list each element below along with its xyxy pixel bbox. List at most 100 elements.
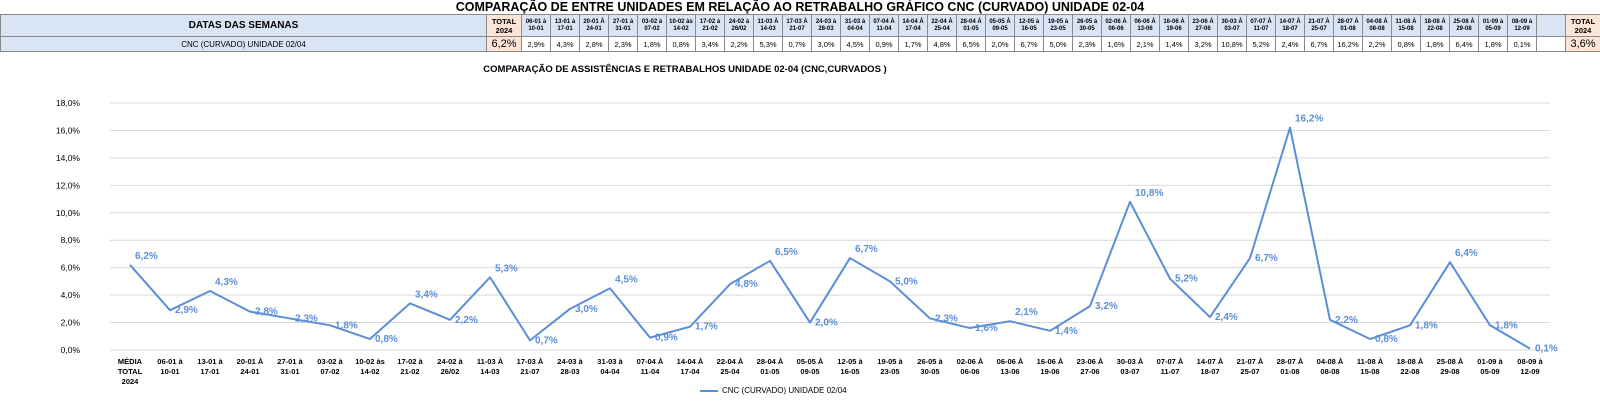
x-tick-label-line: 08-08 (1320, 367, 1339, 376)
x-tick-label: 14-07 À 18-07 (1197, 357, 1224, 376)
x-tick-label: 30-03 À 03-07 (1117, 357, 1144, 376)
week-header-2-line-2: 17-01 (557, 25, 573, 32)
total-left-value: 6,2% (486, 36, 522, 52)
data-label: 2,9% (175, 305, 198, 316)
week-header-19-line-1: 19-05 à (1047, 18, 1069, 25)
data-label: 2,3% (295, 313, 318, 324)
x-tick-label: 08-09 à 12-09 (1517, 357, 1543, 376)
week-value-22: 2,1% (1130, 36, 1160, 52)
data-label: 5,3% (495, 263, 518, 274)
x-tick-label-line: 31-03 à (597, 357, 623, 366)
data-label: 2,0% (815, 318, 838, 329)
data-label: 1,6% (975, 323, 998, 334)
week-header-21: 02-06 À 06-06 (1101, 14, 1131, 37)
week-header-16: 28-04 À 01-05 (956, 14, 986, 37)
week-value-4: 2,3% (608, 36, 638, 52)
data-label: 1,7% (695, 322, 718, 333)
x-tick-label-line: 17-02 à (397, 357, 423, 366)
week-header-19: 19-05 à 23-05 (1043, 14, 1073, 37)
week-header-1: 06-01 à 10-01 (521, 14, 551, 37)
data-label: 3,4% (415, 289, 438, 300)
week-header-26-line-2: 11-07 (1253, 25, 1269, 32)
week-header-3-line-1: 20-01 À (583, 18, 605, 25)
weekly-table: DATAS DAS SEMANAS TOTAL 2024 06-01 à 10-01 13… (0, 14, 1600, 52)
x-tick-label: 13-01 à 17-01 (197, 357, 223, 376)
page-title: COMPARAÇÃO DE ENTRE UNIDADES EM RELAÇÃO … (455, 0, 1145, 14)
week-header-32-line-2: 22-08 (1427, 25, 1443, 32)
week-header-2-line-1: 13-01 à (554, 18, 576, 25)
x-tick-label-line: 10-01 (160, 367, 179, 376)
week-header-17-line-1: 05-05 À (989, 18, 1011, 25)
week-value-8: 2,2% (724, 36, 754, 52)
week-header-9-line-1: 11-03 À (757, 18, 779, 25)
week-header-19-line-2: 23-05 (1050, 25, 1066, 32)
x-tick-label: 02-06 À 06-06 (957, 357, 984, 376)
x-tick-label-line: 06-06 (960, 367, 979, 376)
week-header-20-line-2: 30-05 (1079, 25, 1095, 32)
x-tick-label-line: 29-08 (1440, 367, 1459, 376)
x-tick-label: 17-02 à 21-02 (397, 357, 423, 376)
week-header-5-line-1: 03-02 à (641, 18, 663, 25)
x-tick-label-line: 01-05 (760, 367, 779, 376)
week-header-24-line-1: 23-06 À (1192, 18, 1214, 25)
data-label: 6,2% (135, 251, 158, 262)
y-tick-label: 0,0% (61, 345, 81, 355)
week-value-5: 1,8% (637, 36, 667, 52)
x-tick-label-line: 27-01 à (277, 357, 303, 366)
y-tick-label: 6,0% (61, 263, 81, 273)
x-tick-label: 17-03 À 21-07 (517, 357, 544, 376)
x-tick-label-line: 06-01 à (157, 357, 183, 366)
x-tick-label-line: 03-02 à (317, 357, 343, 366)
total-right-value: 3,6% (1565, 36, 1600, 52)
week-header-18: 12-05 à 16-05 (1014, 14, 1044, 37)
week-header-5: 03-02 à 07-02 (637, 14, 667, 37)
week-header-3: 20-01 À 24-01 (579, 14, 609, 37)
x-tick-label-line: 12-09 (1520, 367, 1539, 376)
x-tick-label-line: 24-01 (240, 367, 259, 376)
x-tick-label: 21-07 À 25-07 (1237, 357, 1264, 376)
week-header-23-line-1: 16-06 À (1163, 18, 1185, 25)
week-header-28-line-1: 21-07 À (1308, 18, 1330, 25)
total-right-header-line-1: TOTAL (1570, 16, 1596, 26)
week-value-24: 3,2% (1188, 36, 1218, 52)
x-tick-label-line: 14-07 À (1197, 357, 1224, 366)
data-label: 1,4% (1055, 326, 1078, 337)
x-tick-label-line: 25-07 (1240, 367, 1259, 376)
x-tick-label-line: 01-08 (1280, 367, 1299, 376)
data-label: 2,8% (255, 307, 278, 318)
data-label: 2,1% (1015, 307, 1038, 318)
x-tick-label: 19-05 à 23-05 (877, 357, 903, 376)
x-tick-label-line: 09-05 (800, 367, 819, 376)
x-tick-label-line: 21-07 À (1237, 357, 1264, 366)
data-label: 6,7% (855, 244, 878, 255)
data-label: 6,7% (1255, 253, 1278, 264)
week-header-33-line-2: 29-08 (1456, 25, 1472, 32)
week-header-22-line-1: 06-06 À (1134, 18, 1156, 25)
x-tick-label-line: 31-01 (280, 367, 299, 376)
x-tick-label-line: 18-08 À (1397, 357, 1424, 366)
week-header-10-line-2: 21-07 (789, 25, 805, 32)
x-tick-label-line: 20-01 À (237, 357, 264, 366)
week-header-14-line-1: 14-04 À (902, 18, 924, 25)
week-header-35-line-1: 08-09 à (1511, 18, 1533, 25)
week-header-24: 23-06 À 27-06 (1188, 14, 1218, 37)
week-header-8-line-2: 26/02 (731, 25, 747, 32)
data-label: 6,5% (775, 247, 798, 258)
x-tick-label-line: 04-08 À (1317, 357, 1344, 366)
row-label: CNC (CURVADO) UNIDADE 02/04 (0, 36, 487, 52)
week-header-21-line-2: 06-06 (1108, 25, 1124, 32)
week-header-11-line-2: 28-03 (818, 25, 834, 32)
x-tick-label-line: 06-06 À (997, 357, 1024, 366)
x-tick-label: 12-05 à 16-05 (837, 357, 863, 376)
x-tick-label: 05-05 À 09-05 (797, 357, 824, 376)
week-header-7: 17-02 à 21-02 (695, 14, 725, 37)
table-value-row: CNC (CURVADO) UNIDADE 02/04 6,2% 2,9% 4,3% 2… (0, 36, 1600, 52)
x-tick-label: 06-01 à 10-01 (157, 357, 183, 376)
total-right-header: TOTAL 2024 (1565, 14, 1600, 37)
y-tick-label: 16,0% (56, 125, 81, 135)
x-tick-label-line: 23-05 (880, 367, 899, 376)
x-tick-label-line: 26/02 (441, 367, 460, 376)
x-tick-label-line: 16-05 (840, 367, 859, 376)
week-header-9: 11-03 À 14-03 (753, 14, 783, 37)
data-label: 4,8% (735, 279, 758, 290)
